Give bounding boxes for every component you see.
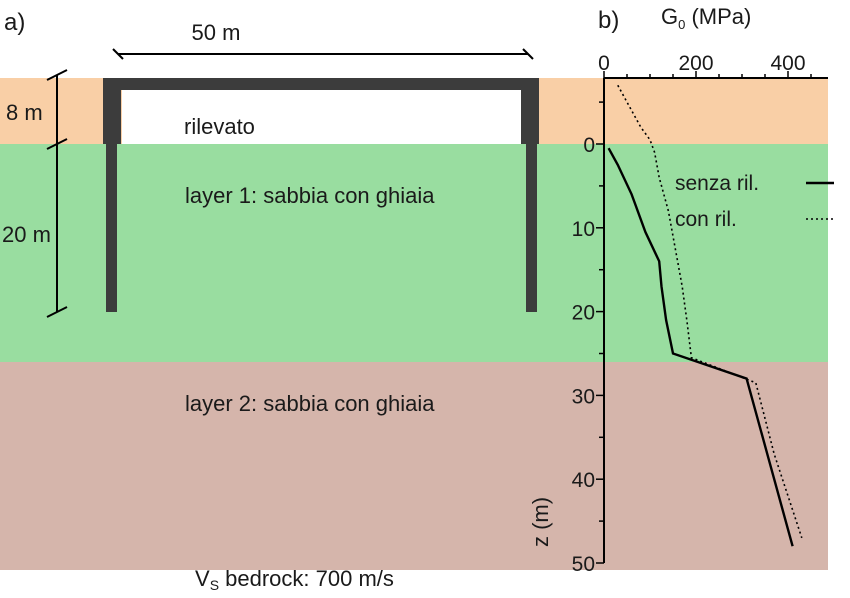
x-tick-label: 0 xyxy=(598,52,610,75)
layer2-label: layer 2: sabbia con ghiaia xyxy=(185,391,435,416)
panel-a-label: a) xyxy=(4,9,25,36)
series-line-con-ril xyxy=(617,84,803,539)
embankment-gap xyxy=(122,88,522,144)
y-tick-label: 20 xyxy=(572,302,595,325)
span-dimension xyxy=(112,48,534,60)
y-axis-title: z (m) xyxy=(528,497,553,547)
chart-series xyxy=(607,84,803,547)
legend-label: con ril. xyxy=(675,208,737,231)
bridge-structure xyxy=(103,78,539,312)
y-tick-label: 40 xyxy=(572,469,595,492)
layer2-zone xyxy=(0,362,828,570)
panel-b-label: b) xyxy=(598,7,619,34)
bedrock-label: VS bedrock: 700 m/s xyxy=(195,566,394,593)
y-tick-label: 50 xyxy=(572,553,595,576)
thickness-dimension xyxy=(46,69,68,318)
right-pile xyxy=(526,144,537,312)
x-tick-label: 400 xyxy=(770,52,805,75)
legend-label: senza ril. xyxy=(675,172,759,195)
chart-ticks: 0 200 400 0 10 20 30 40 50 xyxy=(572,52,812,576)
right-abutment xyxy=(521,78,539,144)
y-tick-label: 30 xyxy=(572,385,595,408)
x-axis-title: G0 (MPa) xyxy=(661,4,751,32)
layer1-zone xyxy=(0,144,828,362)
bridge-deck xyxy=(103,78,539,90)
left-abutment xyxy=(103,78,121,144)
fill-thickness-label: 8 m xyxy=(6,100,43,125)
y-tick-label: 10 xyxy=(572,218,595,241)
series-line-senza-ril xyxy=(607,147,794,547)
span-label: 50 m xyxy=(192,20,241,45)
layer1-label: layer 1: sabbia con ghiaia xyxy=(185,183,435,208)
y-tick-label: 0 xyxy=(583,134,595,157)
x-tick-label: 200 xyxy=(678,52,713,75)
fill-label: rilevato xyxy=(184,114,255,139)
layer1-thickness-label: 20 m xyxy=(2,222,51,247)
chart-legend: senza ril. con ril. xyxy=(675,172,834,231)
chart-axes xyxy=(603,77,828,563)
left-pile xyxy=(106,144,117,312)
